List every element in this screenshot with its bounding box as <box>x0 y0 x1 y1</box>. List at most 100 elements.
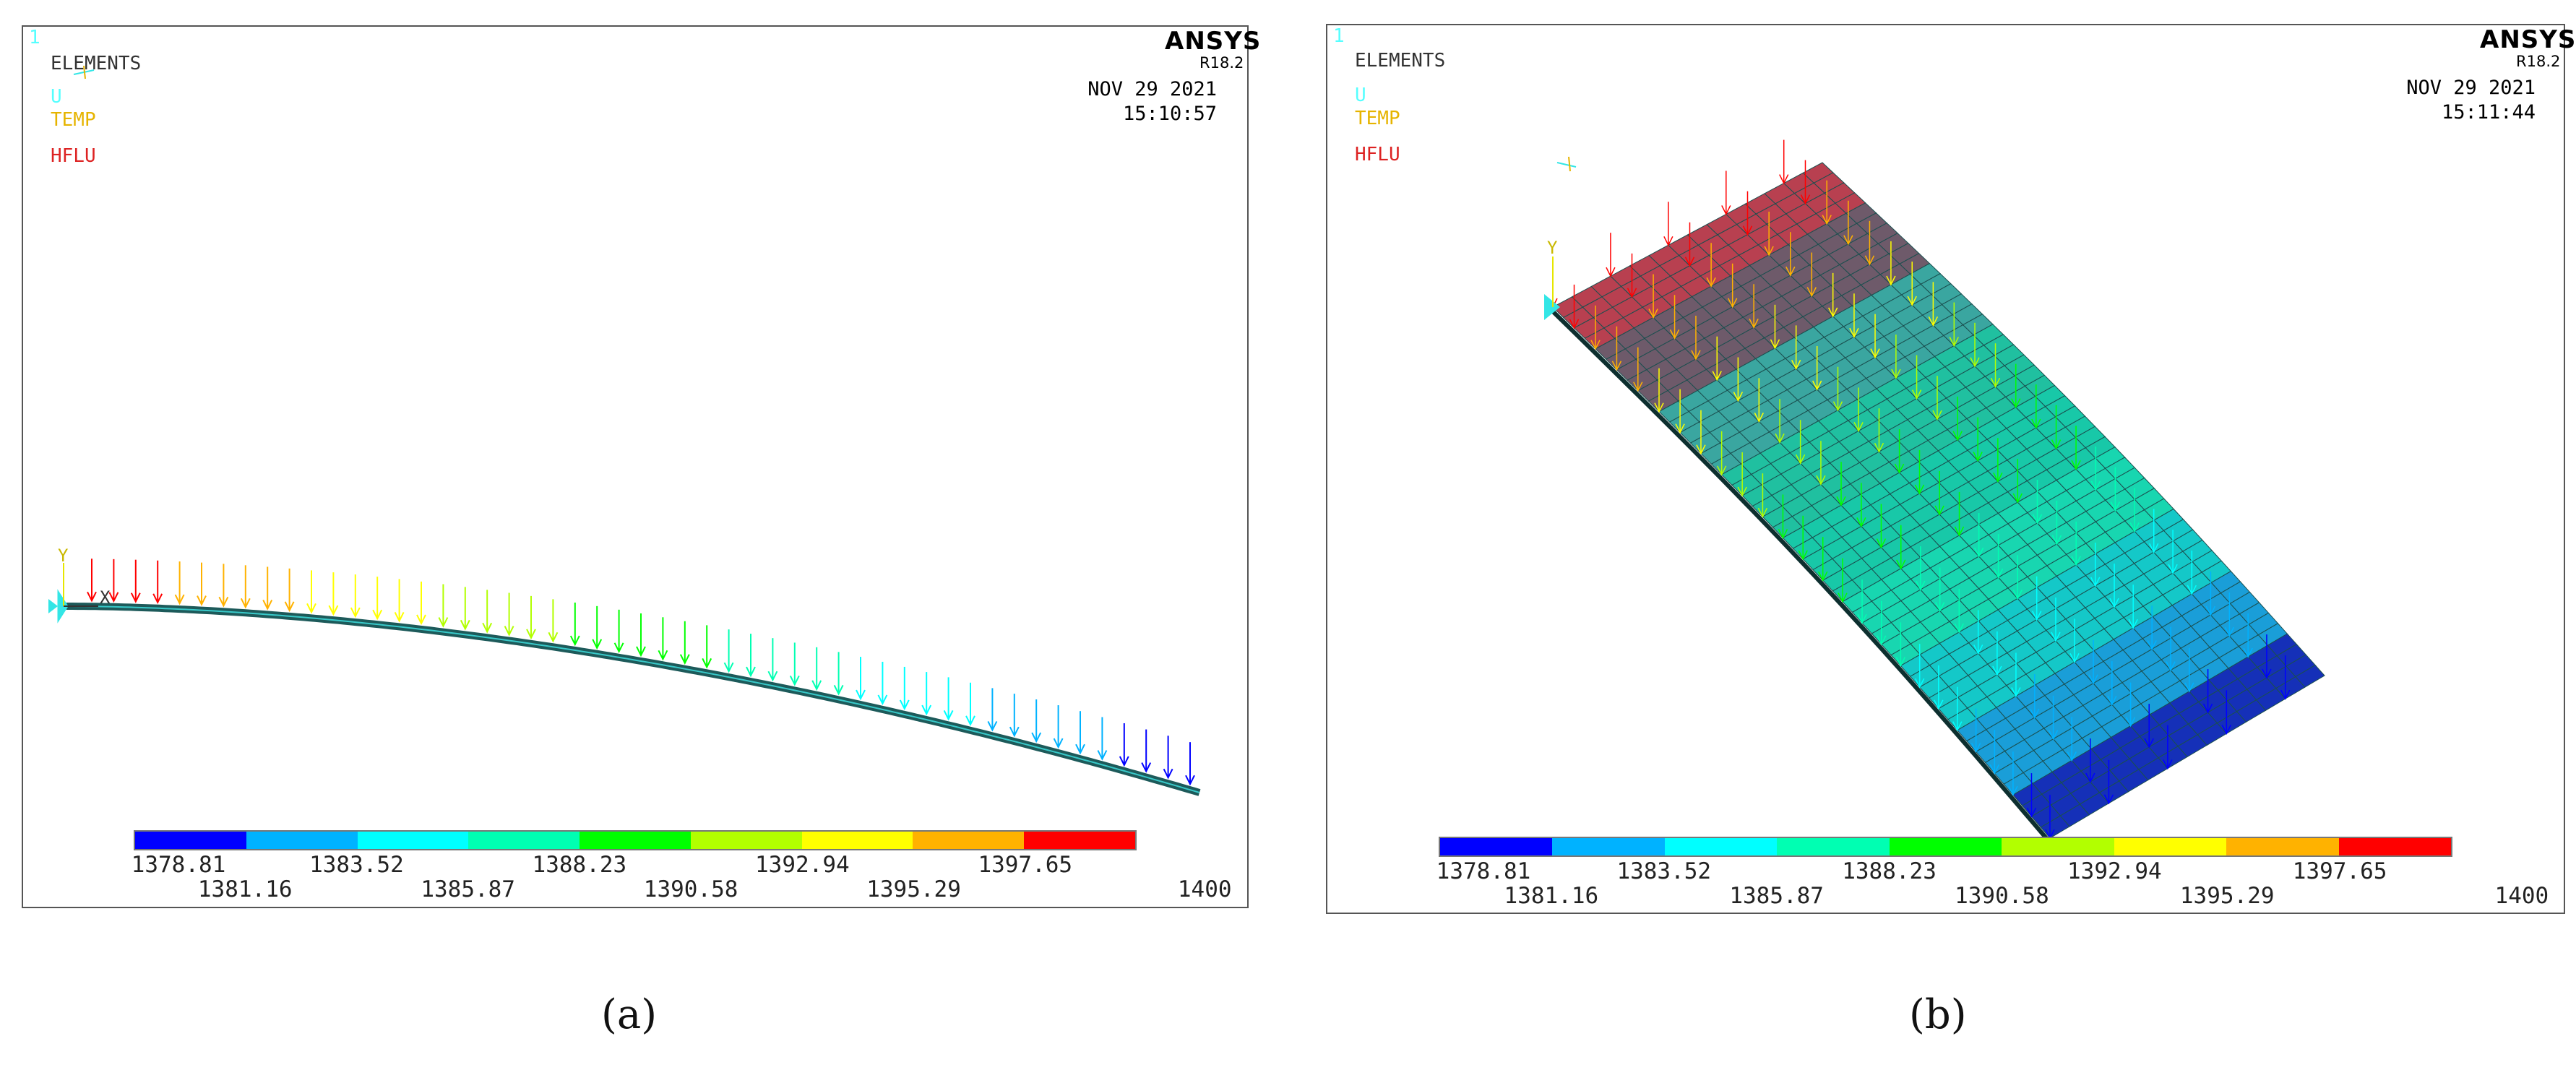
triad-icon <box>83 65 86 79</box>
hflu-arrowhead <box>1691 350 1701 361</box>
ansys-logo: ANSYS <box>1165 27 1262 56</box>
hflu-arrowhead <box>1706 277 1716 288</box>
hflu-arrowhead <box>1973 452 1983 462</box>
ansys-logo: ANSYS <box>2480 25 2576 54</box>
hflu-arrowhead <box>1915 678 1925 689</box>
legend-temp: TEMP <box>51 109 96 131</box>
hflu-arrowhead <box>2205 605 2216 616</box>
hflu-arrowhead <box>1812 380 1822 391</box>
hflu-arrowhead <box>306 603 316 614</box>
hflu-arrowhead <box>1949 337 1959 348</box>
colorbar-segment <box>1777 838 1890 855</box>
hflu-arrowhead <box>2071 460 2081 470</box>
hflu-arrowhead <box>1053 738 1064 749</box>
hflu-arrowhead <box>899 699 910 711</box>
hflu-arrowhead <box>2109 598 2119 608</box>
hflu-arrowhead <box>1932 410 1942 421</box>
hflu-arrowhead <box>394 611 405 623</box>
hflu-arrowhead <box>2163 759 2173 770</box>
hflu-arrowhead <box>1075 743 1085 755</box>
hflu-arrowhead <box>1822 215 1832 225</box>
hflu-arrowhead <box>833 684 844 696</box>
hflu-arrowhead <box>2012 590 2023 600</box>
hflu-arrowhead <box>1785 266 1796 277</box>
hflu-arrowhead <box>328 605 339 616</box>
hflu-arrowhead <box>1914 484 1925 495</box>
hflu-arrowhead <box>2031 418 2041 429</box>
hflu-arrowhead <box>1675 423 1685 434</box>
hflu-arrowhead <box>1891 368 1901 379</box>
hflu-arrowhead <box>1911 389 1922 400</box>
hflu-arrowhead <box>1828 307 1838 318</box>
hflu-arrowhead <box>2262 668 2272 679</box>
hflu-arrowhead <box>746 666 756 678</box>
panel-b-caption: (b) <box>1909 991 1967 1038</box>
hflu-arrowhead <box>789 675 800 686</box>
hflu-arrowhead <box>1853 422 1864 433</box>
colorbar-label: 1400 <box>2494 883 2549 909</box>
hflu-arrowhead <box>2147 640 2157 651</box>
hflu-arrowhead <box>1818 571 1828 582</box>
hflu-arrowhead <box>1764 246 1774 256</box>
hflu-arrowhead <box>921 704 932 716</box>
hflu-arrowhead <box>438 617 449 628</box>
hflu-arrowhead <box>2243 647 2253 658</box>
hflu-arrowhead <box>416 614 426 626</box>
hflu-arrowhead <box>658 650 668 661</box>
axis-y-label: Y <box>58 546 69 566</box>
colorbar-segment <box>246 832 358 849</box>
hflu-arrowhead <box>1832 401 1843 412</box>
colorbar-label: 1383.52 <box>1616 858 1712 884</box>
colorbar-label: 1400 <box>1177 876 1232 902</box>
hflu-arrowhead <box>1009 726 1020 738</box>
panel-b-plot: Y <box>1544 139 2325 844</box>
hflu-arrowhead <box>1119 756 1129 767</box>
hflu-arrowhead <box>1757 507 1768 518</box>
hflu-arrowhead <box>877 694 888 706</box>
hflu-arrowhead <box>2069 653 2080 664</box>
hflu-arrowhead <box>1876 538 1887 549</box>
hflu-arrowhead <box>1778 529 1788 540</box>
hflu-arrowhead <box>1742 225 1753 236</box>
hflu-arrowhead <box>1857 613 1867 624</box>
hflu-arrowhead <box>2051 631 2061 642</box>
hflu-arrowhead <box>1627 288 1637 298</box>
window-number: 1 <box>29 27 40 48</box>
hflu-arrowhead <box>152 593 163 605</box>
axis-x-label: X <box>100 587 111 608</box>
hflu-arrowhead <box>1696 444 1706 455</box>
hflu-arrowhead <box>2051 439 2062 450</box>
hflu-arrowhead <box>1749 318 1759 329</box>
hflu-arrowhead <box>2012 493 2023 504</box>
colorbar-label: 1395.29 <box>2179 883 2275 909</box>
hflu-arrowhead <box>2110 501 2121 512</box>
colorbar-label: 1388.23 <box>1842 858 1937 884</box>
colorbar-label: 1378.81 <box>1436 858 1531 884</box>
hflu-arrowhead <box>2144 738 2154 749</box>
hflu-arrowhead <box>2032 611 2042 621</box>
hflu-arrowhead <box>2051 535 2062 546</box>
hflu-arrowhead <box>1993 472 2003 483</box>
hflu-arrowhead <box>350 607 361 618</box>
legend-u: U <box>51 86 62 108</box>
hflu-arrowhead <box>856 689 866 701</box>
colorbar-segment <box>913 832 1025 849</box>
hflu-arrowhead <box>2202 703 2213 714</box>
hflu-arrowhead <box>1916 580 1926 591</box>
hflu-arrowhead <box>1721 205 1731 216</box>
hflu-arrowhead <box>108 592 119 603</box>
panel-a-caption: (a) <box>601 991 658 1038</box>
hflu-arrowhead <box>1952 431 1963 441</box>
panel-b-viewport: Y 1 ELEMENTS U TEMP HFLU ANSYS R18.2 NOV… <box>1326 24 2575 914</box>
release-label: R18.2 <box>2516 53 2561 70</box>
colorbar-label: 1383.52 <box>309 852 404 878</box>
hflu-arrowhead <box>1816 475 1826 486</box>
legend-elements: ELEMENTS <box>1355 50 1446 72</box>
hflu-arrowhead <box>1877 635 1887 646</box>
hflu-arrowhead <box>1836 496 1846 506</box>
hflu-arrowhead <box>679 654 690 665</box>
hflu-arrowhead <box>1590 340 1601 350</box>
colorbar-label: 1397.65 <box>2292 858 2387 884</box>
hflu-arrowhead <box>1800 194 1811 205</box>
triad-icon <box>1556 162 1577 168</box>
